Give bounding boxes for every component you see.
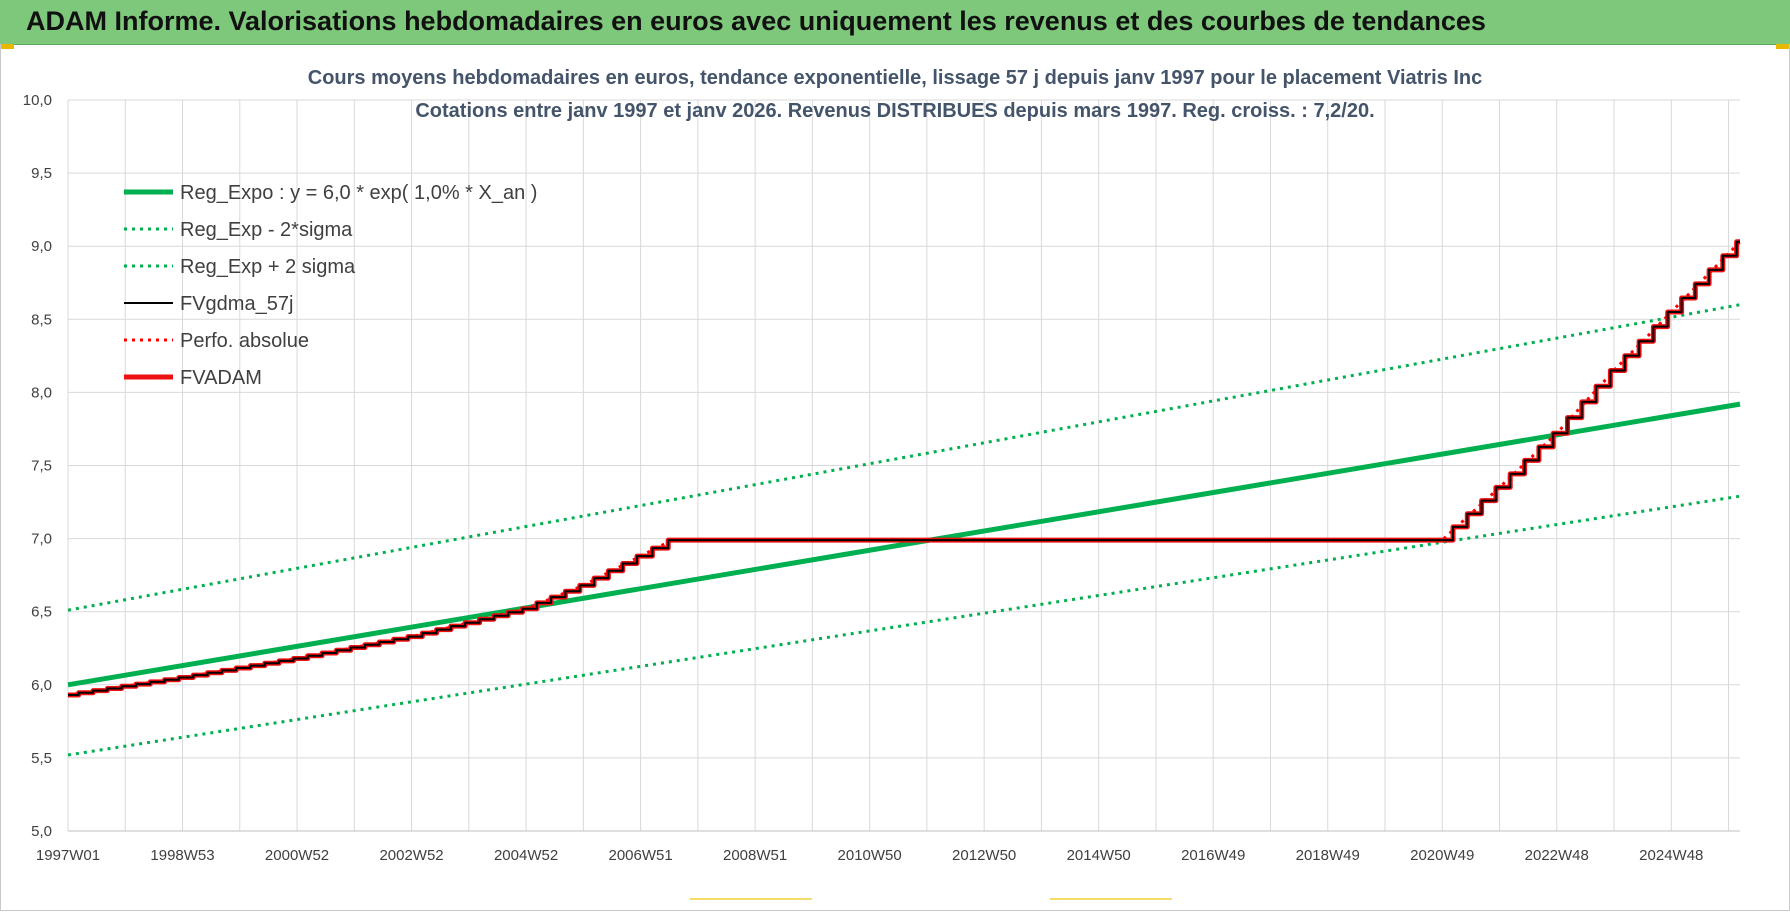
x-axis-ticks: 1997W01 1998W53 2000W52 2002W52 2004W52 2006W…: [36, 847, 1704, 864]
series-line-0: [67, 401, 1741, 688]
series-line-2: [67, 303, 1741, 612]
y-tick-label: 7,0: [31, 531, 52, 548]
legend-label: Reg_Exp - 2*sigma: [180, 219, 353, 241]
grid: [67, 99, 1740, 832]
y-tick-label: 8,0: [31, 384, 52, 401]
x-tick-label: 2002W52: [379, 847, 443, 864]
y-tick-label: 9,0: [31, 238, 52, 255]
report-title: ADAM Informe. Valorisations hebdomadaire…: [26, 6, 1486, 36]
legend-label: Reg_Expo : y = 6,0 * exp( 1,0% * X_an ): [180, 182, 537, 204]
corner-marker-left: [0, 44, 14, 49]
report-banner: ADAM Informe. Valorisations hebdomadaire…: [0, 0, 1790, 45]
legend-label: Perfo. absolue: [180, 330, 309, 352]
x-tick-label: 2008W51: [723, 847, 787, 864]
x-tick-label: 2014W50: [1067, 847, 1131, 864]
series: [67, 239, 1742, 757]
x-tick-label: 2000W52: [265, 847, 329, 864]
y-tick-label: 9,5: [31, 165, 52, 182]
y-tick-label: 6,0: [31, 677, 52, 694]
chart-title: Cours moyens hebdomadaires en euros, ten…: [308, 67, 1483, 89]
x-tick-label: 2024W48: [1639, 847, 1703, 864]
x-tick-label: 2004W52: [494, 847, 558, 864]
x-tick-label: 2022W48: [1525, 847, 1589, 864]
chart-subtitle: Cotations entre janv 1997 et janv 2026. …: [415, 100, 1374, 122]
x-tick-label: 1998W53: [150, 847, 214, 864]
legend-label: Reg_Exp + 2 sigma: [180, 256, 356, 278]
x-tick-label: 2006W51: [608, 847, 672, 864]
bottom-accent-left: [690, 898, 812, 900]
y-tick-label: 6,5: [31, 604, 52, 621]
legend-label: FVgdma_57j: [180, 293, 293, 315]
x-tick-label: 2016W49: [1181, 847, 1245, 864]
y-tick-label: 5,5: [31, 750, 52, 767]
x-tick-label: 1997W01: [36, 847, 100, 864]
y-tick-label: 8,5: [31, 311, 52, 328]
x-tick-label: 2012W50: [952, 847, 1016, 864]
series-line-1: [67, 494, 1741, 757]
y-tick-label: 7,5: [31, 458, 52, 475]
y-tick-label: 5,0: [31, 823, 52, 840]
series-line-5: [68, 239, 1740, 698]
x-tick-label: 2018W49: [1296, 847, 1360, 864]
series-line-4: [67, 240, 1742, 697]
legend: Reg_Expo : y = 6,0 * exp( 1,0% * X_an ) R…: [124, 182, 537, 389]
x-tick-label: 2020W49: [1410, 847, 1474, 864]
y-tick-label: 10,0: [23, 92, 52, 109]
bottom-accent-right: [1050, 898, 1172, 900]
series-line-3: [68, 240, 1740, 696]
y-axis-ticks: 10,0 9,5 9,0 8,5 8,0 7,5 7,0 6,5 6,0 5,5 5,0: [23, 92, 52, 840]
line-chart: Cours moyens hebdomadaires en euros, ten…: [23, 67, 1742, 864]
corner-marker-right: [1776, 44, 1790, 49]
x-tick-label: 2010W50: [838, 847, 902, 864]
legend-label: FVADAM: [180, 367, 262, 389]
